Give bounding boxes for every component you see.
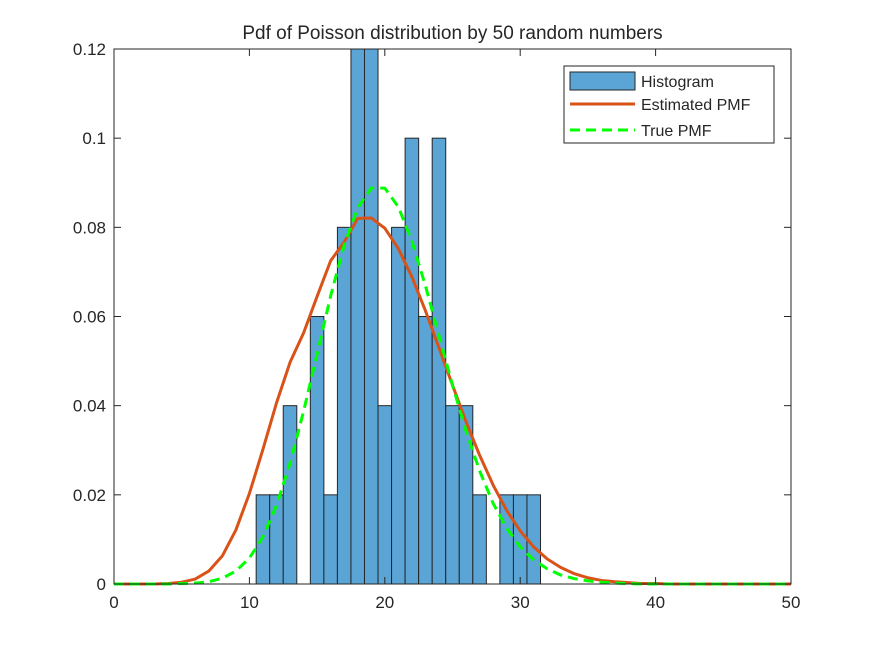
y-tick-label: 0.1: [82, 129, 106, 148]
axis-ticks: 0 10 20 30 40 50 0 0.02 0.04 0.06 0.08 0.1 0.12: [73, 40, 801, 612]
x-tick-label: 20: [375, 593, 394, 612]
x-tick-label: 50: [782, 593, 801, 612]
y-tick-label: 0: [97, 575, 106, 594]
histogram-bar: [377, 405, 393, 585]
histogram-bar: [323, 494, 338, 585]
histogram-bar: [418, 316, 433, 585]
y-tick-label: 0.12: [73, 40, 106, 59]
axes-box: [113, 48, 792, 585]
histogram-bar: [391, 226, 406, 585]
x-tick-label: 0: [109, 593, 118, 612]
legend-histogram-label: Histogram: [641, 74, 714, 91]
histogram-bar: [282, 405, 298, 585]
histogram-bar: [404, 137, 420, 585]
legend-true-pmf-label: True PMF: [641, 123, 712, 140]
histogram-bar: [445, 405, 460, 585]
x-tick-label: 10: [240, 593, 259, 612]
true-pmf-line: [114, 186, 791, 586]
histogram-bar: [363, 48, 379, 585]
histogram-bar: [512, 494, 528, 585]
histogram-bar: [336, 226, 352, 585]
x-tick-label: 30: [511, 593, 530, 612]
x-tick-label: 40: [646, 593, 665, 612]
legend: Histogram Estimated PMF True PMF: [563, 65, 775, 144]
y-tick-label: 0.06: [73, 308, 106, 327]
histogram-bar: [472, 494, 487, 585]
y-tick-label: 0.02: [73, 486, 106, 505]
legend-estimated-pmf-label: Estimated PMF: [641, 97, 751, 114]
chart-title: Pdf of Poisson distribution by 50 random…: [242, 23, 662, 44]
y-tick-label: 0.08: [73, 218, 106, 237]
histogram-bar: [350, 48, 365, 585]
histogram-bars: [255, 48, 542, 585]
y-tick-label: 0.04: [73, 397, 106, 416]
legend-histogram-swatch: [569, 71, 636, 91]
